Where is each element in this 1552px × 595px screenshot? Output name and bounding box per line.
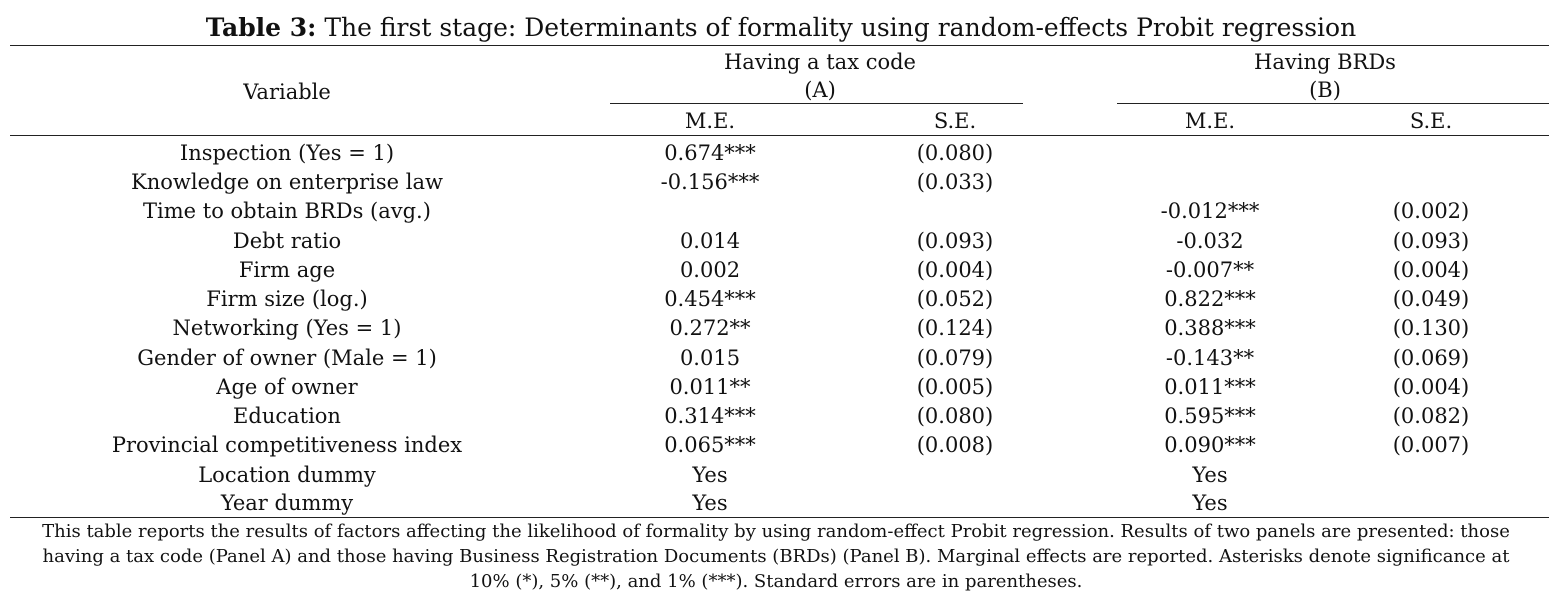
row-me-a: Yes bbox=[692, 491, 728, 515]
row-se-a: (0.005) bbox=[916, 375, 994, 399]
table-caption: The first stage: Determinants of formali… bbox=[316, 13, 1357, 42]
row-me-b: -0.032 bbox=[1176, 229, 1244, 253]
row-se-b: (0.130) bbox=[1392, 316, 1470, 340]
row-se-a: (0.093) bbox=[916, 229, 994, 253]
table-note: This table reports the results of factor… bbox=[42, 521, 1510, 592]
subheader-se-a: S.E. bbox=[933, 109, 977, 133]
row-me-a: Yes bbox=[692, 463, 728, 487]
panel-a-label: (A) bbox=[804, 78, 836, 102]
row-variable: Networking (Yes = 1) bbox=[172, 316, 402, 340]
row-variable: Year dummy bbox=[220, 491, 354, 515]
row-me-a: 0.015 bbox=[679, 346, 741, 370]
table-title: Table 3: The first stage: Determinants o… bbox=[0, 12, 1552, 44]
row-se-a: (0.008) bbox=[916, 433, 994, 457]
row-se-a: (0.080) bbox=[916, 141, 994, 165]
row-me-b: Yes bbox=[1192, 463, 1228, 487]
row-se-b: (0.069) bbox=[1392, 346, 1470, 370]
row-variable: Age of owner bbox=[216, 375, 358, 399]
row-se-b: (0.004) bbox=[1392, 258, 1470, 282]
row-se-b: (0.007) bbox=[1392, 433, 1470, 457]
row-variable: Firm age bbox=[238, 258, 336, 282]
bottom-rule bbox=[10, 517, 1549, 518]
row-se-b: (0.004) bbox=[1392, 375, 1470, 399]
subheader-se-b: S.E. bbox=[1409, 109, 1453, 133]
row-me-b: -0.143** bbox=[1165, 346, 1255, 370]
row-me-a: 0.014 bbox=[679, 229, 741, 253]
row-variable: Gender of owner (Male = 1) bbox=[137, 346, 437, 370]
row-me-a: 0.011** bbox=[669, 375, 751, 399]
row-variable: Provincial competitiveness index bbox=[111, 433, 463, 457]
top-rule bbox=[10, 45, 1549, 46]
row-se-b: (0.002) bbox=[1392, 199, 1470, 223]
variable-header: Variable bbox=[243, 80, 331, 104]
row-se-a: (0.033) bbox=[916, 170, 994, 194]
header-rule bbox=[10, 135, 1549, 136]
row-me-a: 0.002 bbox=[679, 258, 741, 282]
panel-a-rule bbox=[610, 103, 1023, 104]
row-se-a: (0.052) bbox=[916, 287, 994, 311]
row-me-b: 0.822*** bbox=[1164, 287, 1256, 311]
row-se-a: (0.080) bbox=[916, 404, 994, 428]
row-me-b: 0.595*** bbox=[1164, 404, 1256, 428]
row-variable: Education bbox=[233, 404, 341, 428]
row-me-a: 0.454*** bbox=[664, 287, 756, 311]
subheader-me-b: M.E. bbox=[1184, 109, 1236, 133]
row-se-b: (0.082) bbox=[1392, 404, 1470, 428]
subheader-me-a: M.E. bbox=[684, 109, 736, 133]
row-me-b: -0.007** bbox=[1165, 258, 1255, 282]
row-variable: Time to obtain BRDs (avg.) bbox=[143, 199, 431, 223]
row-me-a: 0.065*** bbox=[664, 433, 756, 457]
row-me-a: 0.314*** bbox=[664, 404, 756, 428]
row-se-b: (0.049) bbox=[1392, 287, 1470, 311]
row-se-b: (0.093) bbox=[1392, 229, 1470, 253]
panel-b-label: (B) bbox=[1309, 78, 1341, 102]
row-variable: Inspection (Yes = 1) bbox=[179, 141, 395, 165]
panel-a-name: Having a tax code bbox=[723, 50, 916, 74]
row-se-a: (0.124) bbox=[916, 316, 994, 340]
row-me-b: -0.012*** bbox=[1160, 199, 1260, 223]
row-me-b: 0.090*** bbox=[1164, 433, 1256, 457]
row-me-a: 0.674*** bbox=[664, 141, 756, 165]
row-se-a: (0.079) bbox=[916, 346, 994, 370]
row-me-a: -0.156*** bbox=[660, 170, 760, 194]
row-me-b: Yes bbox=[1192, 491, 1228, 515]
row-variable: Debt ratio bbox=[232, 229, 342, 253]
row-variable: Location dummy bbox=[198, 463, 376, 487]
row-variable: Knowledge on enterprise law bbox=[131, 170, 443, 194]
table-number: Table 3: bbox=[205, 13, 317, 42]
row-se-a: (0.004) bbox=[916, 258, 994, 282]
panel-b-rule bbox=[1117, 103, 1549, 104]
panel-b-name: Having BRDs bbox=[1254, 50, 1396, 74]
row-me-b: 0.388*** bbox=[1164, 316, 1256, 340]
row-me-a: 0.272** bbox=[669, 316, 751, 340]
row-me-b: 0.011*** bbox=[1164, 375, 1256, 399]
row-variable: Firm size (log.) bbox=[206, 287, 368, 311]
